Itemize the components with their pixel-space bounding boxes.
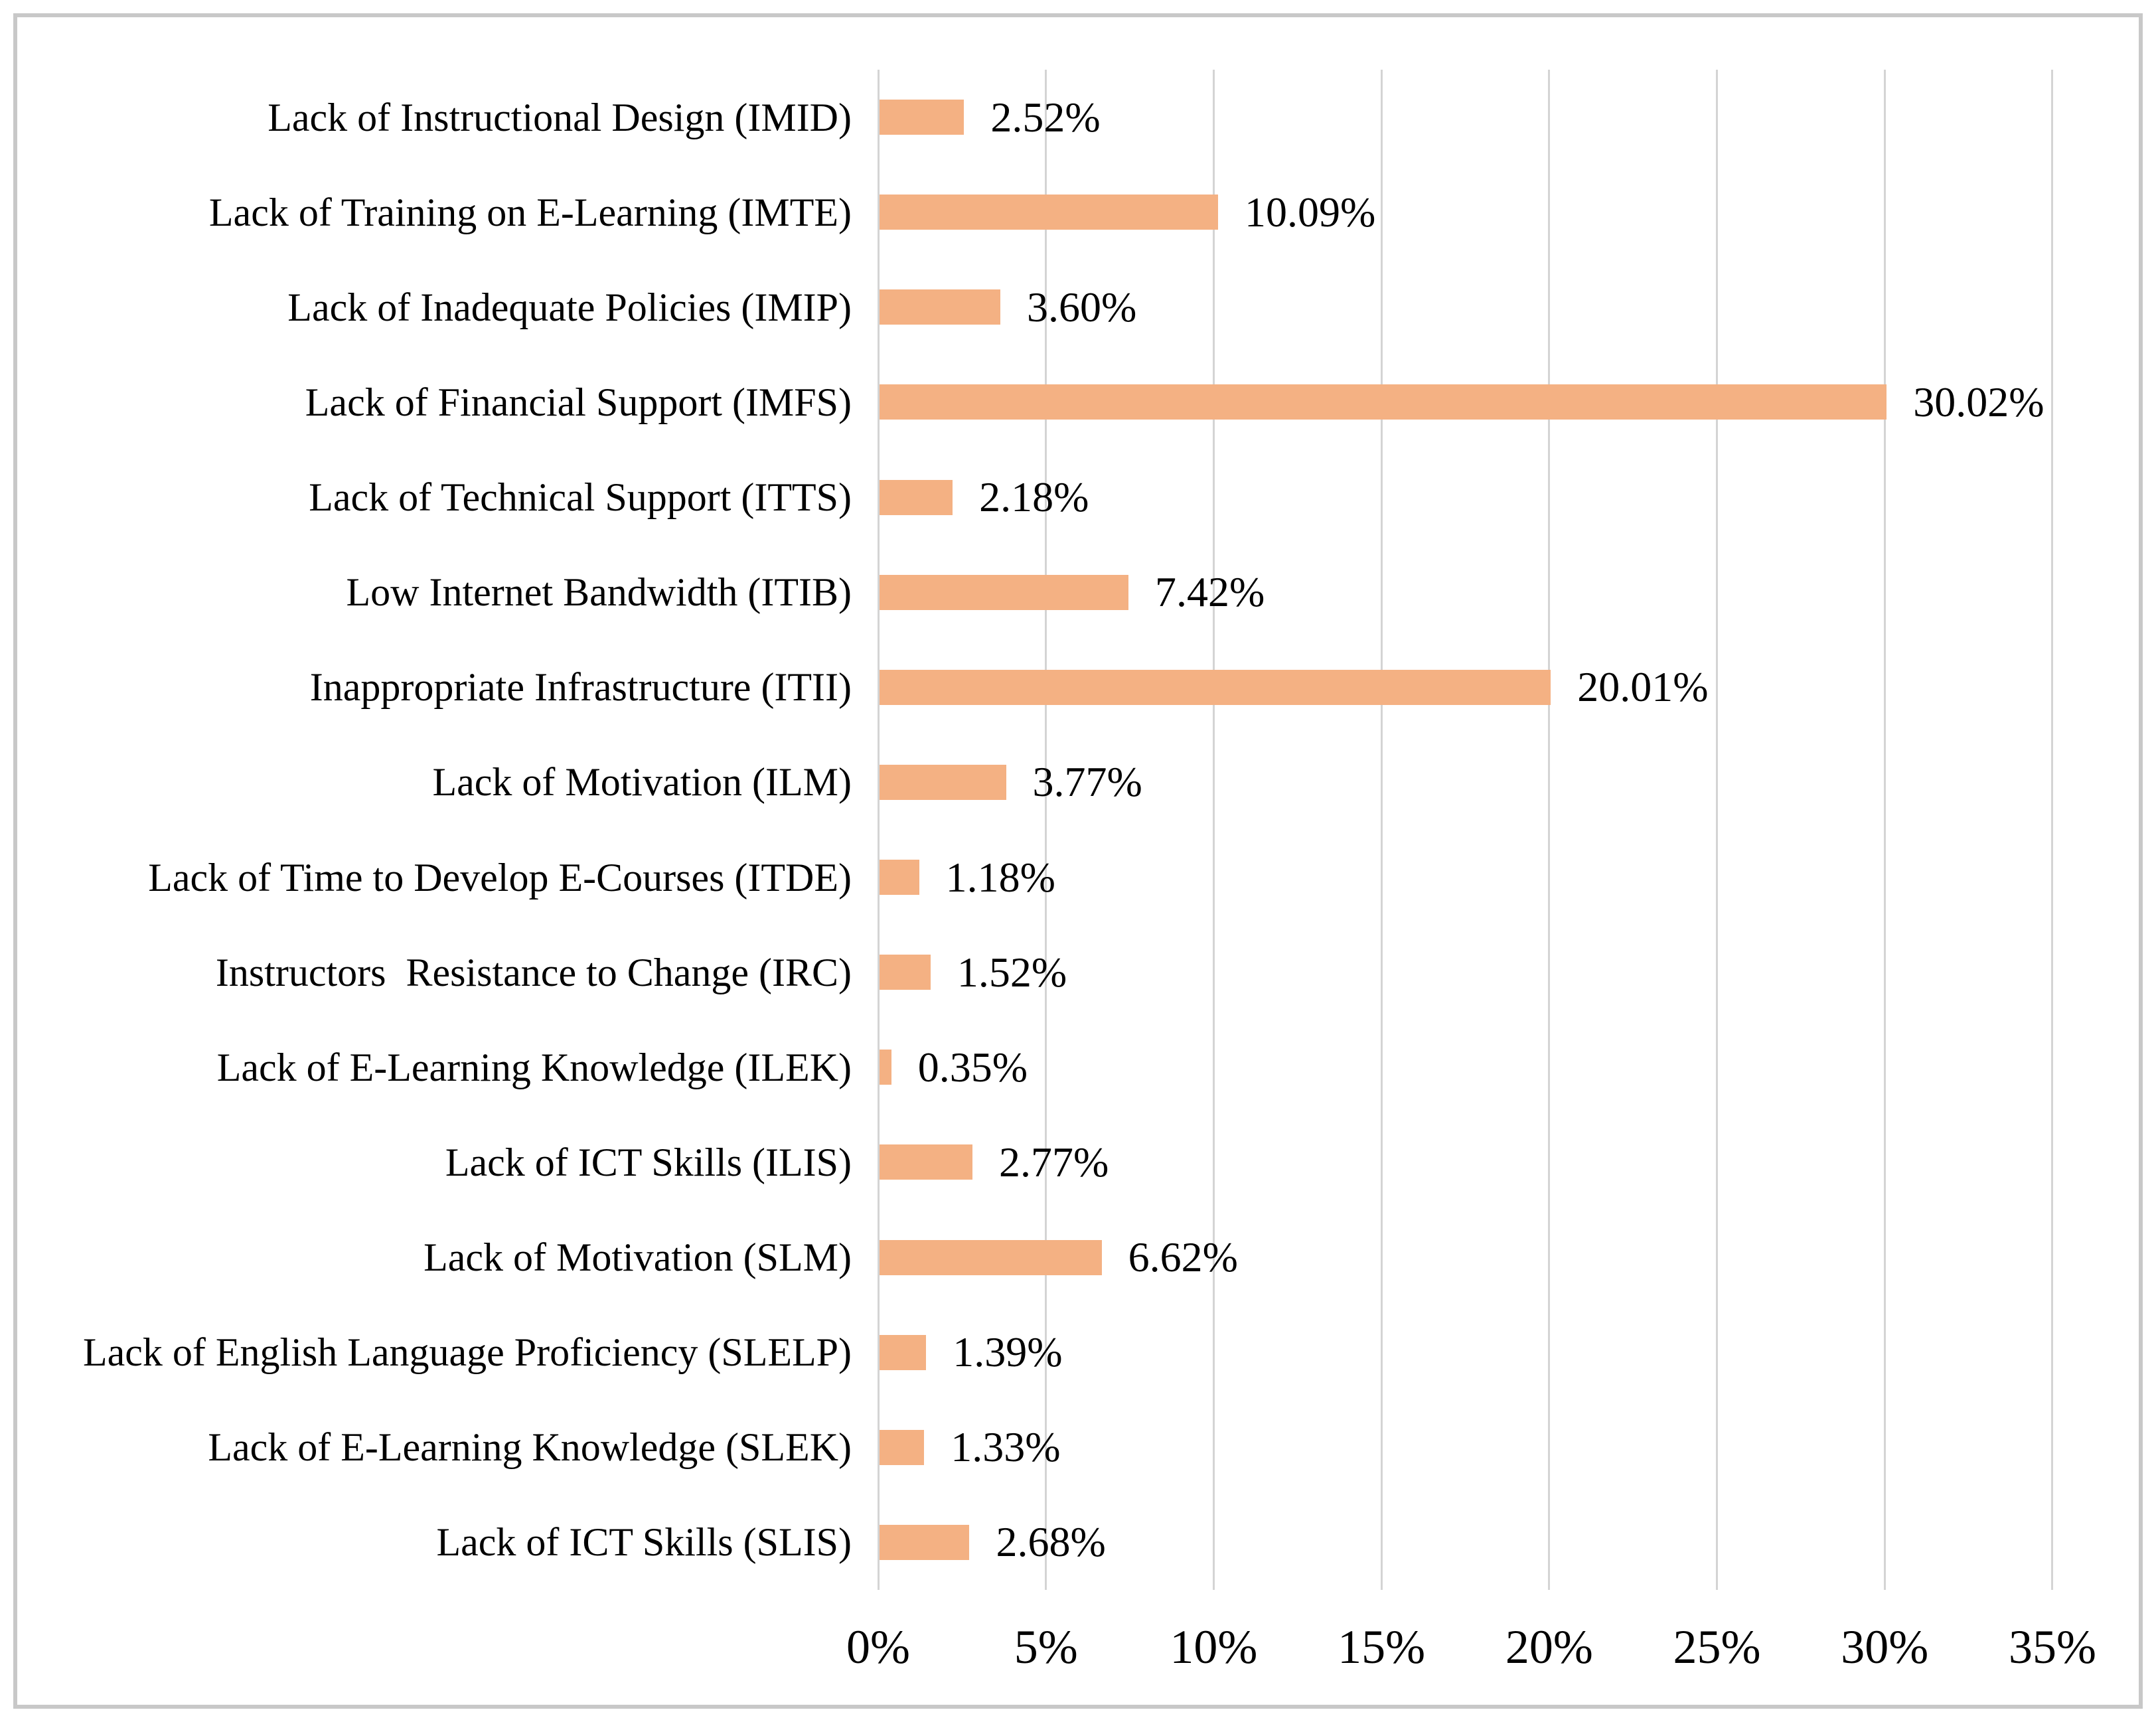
category-label: Lack of E-Learning Knowledge (SLEK) [208, 1425, 852, 1470]
category-label: Lack of E-Learning Knowledge (ILEK) [216, 1045, 852, 1089]
category-label: Lack of Motivation (SLM) [424, 1235, 852, 1280]
bar-value-label: 6.62% [1128, 1233, 1238, 1281]
bar [880, 1239, 1102, 1275]
bar [880, 384, 1887, 420]
category-label: Lack of Instructional Design (IMID) [268, 95, 852, 139]
category-label: Instructors Resistance to Change (IRC) [215, 950, 852, 994]
bar [880, 860, 919, 896]
x-axis-tick-label: 25% [1673, 1620, 1761, 1674]
x-axis-tick-label: 15% [1338, 1620, 1426, 1674]
x-axis-tick-label: 0% [846, 1620, 910, 1674]
category-label: Lack of Inadequate Policies (IMIP) [287, 285, 852, 329]
bar [880, 1334, 927, 1370]
bar-value-label: 2.18% [979, 473, 1089, 521]
bar [880, 1524, 970, 1560]
gridline [1548, 70, 1551, 1590]
category-label: Lack of Training on E-Learning (IMTE) [208, 190, 852, 234]
category-label: Lack of Time to Develop E-Courses (ITDE) [148, 855, 852, 900]
category-label: Lack of English Language Proficiency (SL… [83, 1330, 852, 1375]
category-axis-labels: Lack of Instructional Design (IMID) Lack … [24, 70, 852, 1590]
category-label: Lack of Motivation (ILM) [432, 760, 852, 805]
gridline [877, 70, 880, 1590]
bar-value-label: 0.35% [917, 1043, 1028, 1091]
bar [880, 1050, 891, 1085]
bar [880, 1144, 972, 1180]
gridline [1045, 70, 1047, 1590]
category-label: Inappropriate Infrastructure (ITII) [309, 665, 852, 710]
bar-value-label: 3.60% [1026, 283, 1137, 331]
category-label: Lack of ICT Skills (ILIS) [445, 1140, 852, 1184]
bar [880, 669, 1551, 705]
bar [880, 955, 931, 990]
bar-value-label: 1.39% [953, 1328, 1063, 1376]
bar-value-label: 1.52% [957, 948, 1067, 996]
bar-value-label: 30.02% [1913, 378, 2044, 426]
bar-value-label: 1.33% [951, 1423, 1061, 1471]
bar-value-label: 1.18% [945, 853, 1055, 901]
x-axis-tick-label: 30% [1841, 1620, 1929, 1674]
bar [880, 195, 1218, 230]
category-label: Lack of Technical Support (ITTS) [309, 475, 852, 520]
bar [880, 100, 964, 135]
plot-area: 2.52% 10.09% 3.60% 30.02% 2.18% 7.42% 20.01% 3.… [877, 70, 2119, 1590]
bar-value-label: 20.01% [1577, 663, 1709, 711]
category-label: Lack of Financial Support (IMFS) [305, 380, 852, 424]
bar-value-label: 2.68% [996, 1518, 1106, 1566]
category-label: Lack of ICT Skills (SLIS) [436, 1520, 852, 1565]
gridline [1883, 70, 1886, 1590]
x-axis-tick-label: 35% [2008, 1620, 2096, 1674]
bar-value-label: 7.42% [1155, 568, 1265, 616]
category-label: Low Internet Bandwidth (ITIB) [346, 570, 852, 615]
bar-value-label: 10.09% [1244, 188, 1376, 236]
bar [880, 479, 953, 515]
x-axis-tick-label: 10% [1170, 1620, 1258, 1674]
bar-value-label: 3.77% [1032, 758, 1142, 806]
gridline [1212, 70, 1215, 1590]
bar [880, 574, 1128, 610]
bar-value-label: 2.77% [998, 1138, 1109, 1186]
x-axis-tick-label: 20% [1505, 1620, 1593, 1674]
gridline [2051, 70, 2054, 1590]
x-axis-tick-label: 5% [1014, 1620, 1078, 1674]
bar [880, 764, 1006, 800]
bar-value-label: 2.52% [990, 93, 1101, 141]
bar [880, 1429, 925, 1465]
gridline [1716, 70, 1719, 1590]
gridline [1380, 70, 1383, 1590]
bar [880, 289, 1000, 325]
